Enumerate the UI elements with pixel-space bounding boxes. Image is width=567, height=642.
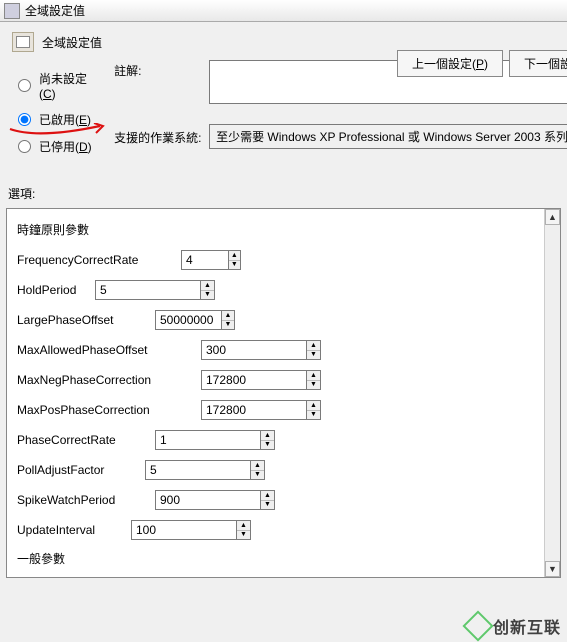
spin-up-icon[interactable]: ▲	[307, 401, 320, 411]
spin-up-icon[interactable]: ▲	[229, 251, 240, 261]
param-row: UpdateInterval▲▼	[17, 520, 534, 540]
param-spinner[interactable]: ▲▼	[201, 400, 321, 420]
spin-up-icon[interactable]: ▲	[222, 311, 234, 321]
radio-not-configured-row[interactable]: 尚未設定(C)	[18, 70, 96, 101]
section-general-params: 一般參數	[17, 550, 534, 567]
param-spinner[interactable]: ▲▼	[201, 340, 321, 360]
supported-os-value: 至少需要 Windows XP Professional 或 Windows S…	[209, 124, 567, 149]
watermark: 创新互联	[467, 614, 561, 638]
options-scrollbar[interactable]: ▲ ▼	[544, 209, 560, 577]
param-input[interactable]	[156, 431, 260, 449]
radio-disabled-row[interactable]: 已停用(D)	[18, 138, 96, 155]
param-row: SpikeWatchPeriod▲▼	[17, 490, 534, 510]
param-input[interactable]	[202, 371, 306, 389]
window-titlebar: 全域設定值	[0, 0, 567, 22]
comment-label: 註解:	[114, 60, 209, 79]
param-label: FrequencyCorrectRate	[17, 253, 181, 267]
spin-down-icon[interactable]: ▼	[229, 261, 240, 270]
previous-setting-button[interactable]: 上一個設定(P)	[397, 50, 503, 77]
spin-down-icon[interactable]: ▼	[251, 471, 264, 480]
spin-down-icon[interactable]: ▼	[201, 291, 214, 300]
scroll-up-button[interactable]: ▲	[545, 209, 560, 225]
param-row: MaxAllowedPhaseOffset▲▼	[17, 340, 534, 360]
policy-icon	[12, 32, 34, 52]
scroll-track[interactable]	[545, 225, 560, 561]
param-label: LargePhaseOffset	[17, 313, 155, 327]
param-spinner[interactable]: ▲▼	[201, 370, 321, 390]
param-spinner[interactable]: ▲▼	[145, 460, 265, 480]
radio-disabled-label: 已停用(D)	[39, 138, 92, 155]
param-input[interactable]	[182, 251, 228, 269]
spin-up-icon[interactable]: ▲	[307, 341, 320, 351]
param-input[interactable]	[156, 491, 260, 509]
spin-up-icon[interactable]: ▲	[261, 491, 274, 501]
radio-enabled-row[interactable]: 已啟用(E)	[18, 111, 96, 128]
options-label: 選項:	[0, 155, 567, 206]
spin-up-icon[interactable]: ▲	[237, 521, 250, 531]
param-spinner[interactable]: ▲▼	[181, 250, 241, 270]
radio-not-configured[interactable]	[18, 79, 31, 92]
param-label: SpikeWatchPeriod	[17, 493, 155, 507]
param-spinner[interactable]: ▲▼	[155, 490, 275, 510]
page-title: 全域設定值	[42, 34, 102, 51]
radio-enabled-label: 已啟用(E)	[39, 111, 91, 128]
spin-up-icon[interactable]: ▲	[261, 431, 274, 441]
param-row: MaxNegPhaseCorrection▲▼	[17, 370, 534, 390]
param-input[interactable]	[156, 311, 221, 329]
param-spinner[interactable]: ▲▼	[95, 280, 215, 300]
param-input[interactable]	[132, 521, 236, 539]
radio-enabled[interactable]	[18, 113, 31, 126]
watermark-text: 创新互联	[493, 614, 561, 638]
scroll-down-button[interactable]: ▼	[545, 561, 560, 577]
spin-down-icon[interactable]: ▼	[307, 411, 320, 420]
options-inner: 時鐘原則參數 FrequencyCorrectRate▲▼HoldPeriod▲…	[7, 209, 544, 577]
param-label: UpdateInterval	[17, 523, 131, 537]
param-spinner[interactable]: ▲▼	[155, 430, 275, 450]
radio-disabled[interactable]	[18, 140, 31, 153]
spin-down-icon[interactable]: ▼	[261, 501, 274, 510]
spin-down-icon[interactable]: ▼	[307, 351, 320, 360]
param-label: PollAdjustFactor	[17, 463, 145, 477]
spin-up-icon[interactable]: ▲	[251, 461, 264, 471]
window-title: 全域設定值	[25, 2, 85, 19]
watermark-logo-icon	[462, 610, 493, 641]
param-label: PhaseCorrectRate	[17, 433, 155, 447]
next-setting-button[interactable]: 下一個設	[509, 50, 567, 77]
param-input[interactable]	[202, 401, 306, 419]
param-row: LargePhaseOffset▲▼	[17, 310, 534, 330]
spin-up-icon[interactable]: ▲	[201, 281, 214, 291]
param-label: HoldPeriod	[17, 283, 95, 297]
param-input[interactable]	[96, 281, 200, 299]
spin-down-icon[interactable]: ▼	[237, 531, 250, 540]
param-spinner[interactable]: ▲▼	[155, 310, 235, 330]
options-panel: 時鐘原則參數 FrequencyCorrectRate▲▼HoldPeriod▲…	[6, 208, 561, 578]
param-input[interactable]	[202, 341, 306, 359]
radio-not-configured-label: 尚未設定(C)	[39, 70, 96, 101]
spin-down-icon[interactable]: ▼	[261, 441, 274, 450]
state-radio-group: 尚未設定(C) 已啟用(E) 已停用(D)	[18, 60, 96, 155]
supported-os-label: 支援的作業系統:	[114, 127, 209, 146]
param-input[interactable]	[146, 461, 250, 479]
param-spinner[interactable]: ▲▼	[131, 520, 251, 540]
spin-down-icon[interactable]: ▼	[222, 321, 234, 330]
app-icon	[4, 3, 20, 19]
param-row: PollAdjustFactor▲▼	[17, 460, 534, 480]
param-label: MaxNegPhaseCorrection	[17, 373, 201, 387]
spin-down-icon[interactable]: ▼	[307, 381, 320, 390]
section-clock-params: 時鐘原則參數	[17, 221, 534, 238]
param-label: MaxAllowedPhaseOffset	[17, 343, 201, 357]
header-area: 全域設定值 上一個設定(P) 下一個設	[0, 22, 567, 58]
spin-up-icon[interactable]: ▲	[307, 371, 320, 381]
param-label: MaxPosPhaseCorrection	[17, 403, 201, 417]
param-row: PhaseCorrectRate▲▼	[17, 430, 534, 450]
param-row: MaxPosPhaseCorrection▲▼	[17, 400, 534, 420]
param-row: FrequencyCorrectRate▲▼	[17, 250, 534, 270]
param-row: HoldPeriod▲▼	[17, 280, 534, 300]
